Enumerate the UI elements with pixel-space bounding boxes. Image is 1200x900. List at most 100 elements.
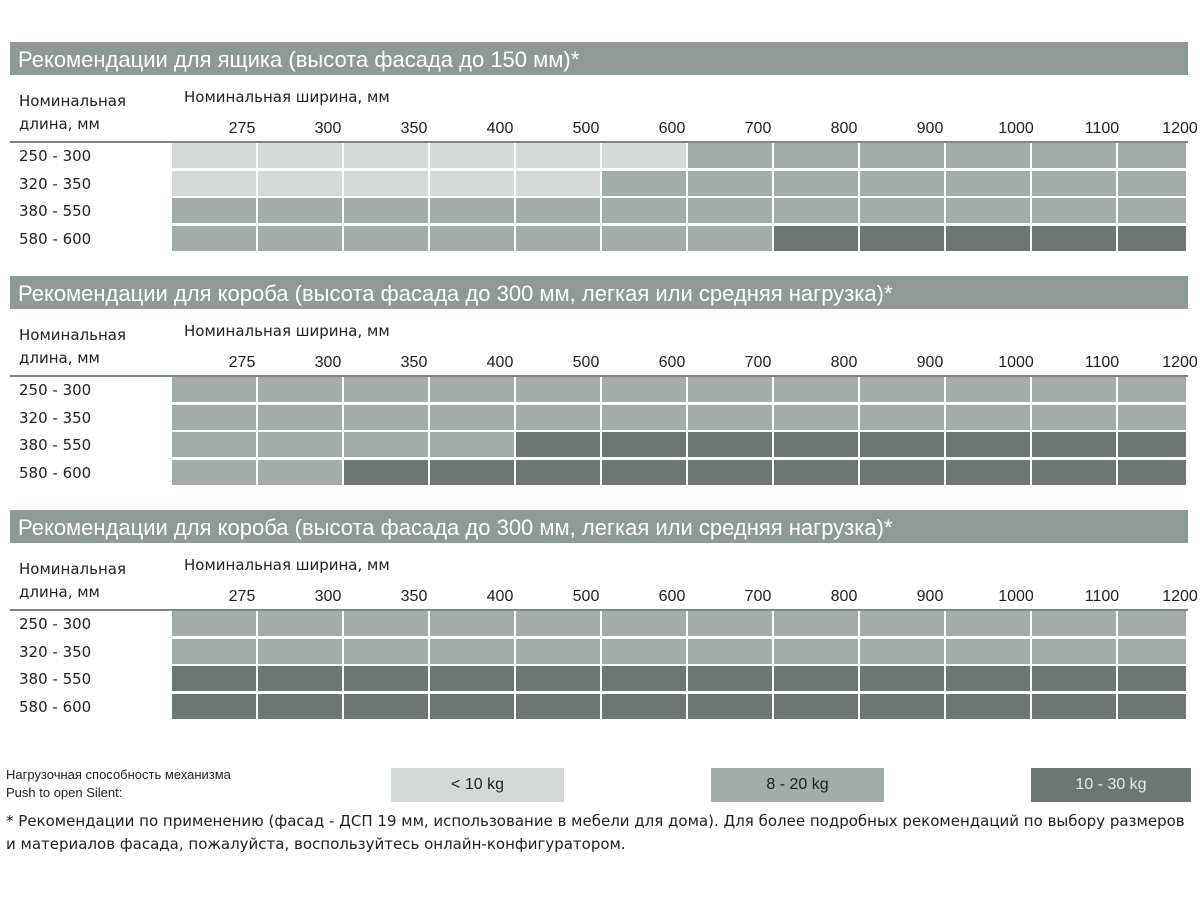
load-cell-medium <box>172 459 256 485</box>
column-label: 1200 <box>1162 354 1198 371</box>
load-cell-medium <box>1118 611 1186 636</box>
load-cell-medium <box>1118 377 1186 402</box>
load-cell-dark <box>1032 666 1116 691</box>
table-row: 580 - 600 <box>10 459 1188 487</box>
load-cell-dark <box>1118 459 1186 485</box>
column-label: 700 <box>744 588 772 605</box>
load-cell-medium <box>172 198 256 223</box>
length-header-line: Номинальная <box>19 326 126 344</box>
length-header: Номинальная длина, мм <box>19 324 169 370</box>
load-cell-light <box>344 143 428 168</box>
load-cell-medium <box>946 404 1030 430</box>
load-cell-dark <box>344 459 428 485</box>
table-header: Номинальная длина, мм Номинальная ширина, … <box>10 309 1198 417</box>
load-cell-medium <box>946 638 1030 664</box>
load-cell-medium <box>774 143 858 168</box>
load-cell-medium <box>860 143 944 168</box>
load-cell-medium <box>774 170 858 196</box>
row-label: 250 - 300 <box>19 615 92 633</box>
load-cell-dark <box>172 693 256 719</box>
load-cell-medium <box>602 611 686 636</box>
column-label: 500 <box>572 588 600 605</box>
load-cell-dark <box>946 225 1030 251</box>
column-label: 1200 <box>1162 120 1198 137</box>
load-cell-medium <box>430 377 514 402</box>
column-label: 700 <box>744 354 772 371</box>
load-cell-dark <box>774 459 858 485</box>
width-header: Номинальная ширина, мм <box>184 556 390 574</box>
load-cell-dark <box>430 666 514 691</box>
row-label: 580 - 600 <box>19 697 92 716</box>
column-label: 1100 <box>1084 588 1120 605</box>
load-cell-dark <box>258 666 342 691</box>
column-label: 600 <box>658 354 686 371</box>
load-cell-dark <box>688 432 772 457</box>
load-cell-dark <box>516 693 600 719</box>
load-cell-medium <box>258 225 342 251</box>
load-cell-dark <box>516 666 600 691</box>
column-label: 350 <box>400 588 428 605</box>
load-cell-medium <box>172 225 256 251</box>
load-cell-medium <box>344 377 428 402</box>
section-title: Рекомендации для короба (высота фасада д… <box>10 510 1188 543</box>
load-cell-medium <box>688 225 772 251</box>
load-cell-medium <box>430 638 514 664</box>
table-row: 580 - 600 <box>10 225 1188 253</box>
load-cell-medium <box>774 611 858 636</box>
load-cell-medium <box>1032 170 1116 196</box>
load-cell-medium <box>1118 143 1186 168</box>
load-cell-medium <box>1118 404 1186 430</box>
load-cell-medium <box>172 638 256 664</box>
load-cell-dark <box>860 666 944 691</box>
row-label: 380 - 550 <box>19 670 92 688</box>
load-cell-medium <box>258 611 342 636</box>
load-cell-dark <box>344 693 428 719</box>
load-cell-medium <box>430 432 514 457</box>
load-cell-dark <box>860 459 944 485</box>
table-row: 250 - 300 <box>10 377 1188 404</box>
column-label: 1000 <box>998 588 1034 605</box>
load-cell-medium <box>1032 611 1116 636</box>
load-cell-medium <box>860 377 944 402</box>
row-label: 320 - 350 <box>19 408 92 427</box>
header-divider <box>10 141 1188 143</box>
load-cell-medium <box>344 225 428 251</box>
recommendation-section: Рекомендации для короба (высота фасада д… <box>10 276 1198 485</box>
column-labels: 275 300 350 400 500 600 700 800 900 1000 1100 1200 <box>176 587 1198 609</box>
load-cell-dark <box>1032 693 1116 719</box>
load-cell-medium <box>516 404 600 430</box>
table-row: 380 - 550 <box>10 432 1188 459</box>
column-label: 350 <box>400 354 428 371</box>
load-cell-dark <box>946 459 1030 485</box>
load-cell-medium <box>774 638 858 664</box>
load-cell-medium <box>258 638 342 664</box>
column-label: 800 <box>830 354 858 371</box>
table-row: 320 - 350 <box>10 404 1188 432</box>
load-cell-dark <box>1118 666 1186 691</box>
column-label: 900 <box>916 354 944 371</box>
row-label: 380 - 550 <box>19 436 92 454</box>
load-cell-medium <box>344 198 428 223</box>
row-label: 320 - 350 <box>19 642 92 661</box>
legend-item-light: < 10 kg <box>391 768 564 802</box>
load-cell-dark <box>602 693 686 719</box>
load-cell-medium <box>1032 404 1116 430</box>
load-cell-dark <box>516 459 600 485</box>
load-cell-medium <box>602 404 686 430</box>
load-cell-light <box>430 143 514 168</box>
load-cell-medium <box>946 611 1030 636</box>
column-label: 500 <box>572 120 600 137</box>
row-label: 250 - 300 <box>19 381 92 399</box>
load-cell-medium <box>688 611 772 636</box>
load-cell-dark <box>344 666 428 691</box>
load-cell-medium <box>516 638 600 664</box>
load-cell-dark <box>774 693 858 719</box>
load-cell-dark <box>688 459 772 485</box>
load-cell-dark <box>602 459 686 485</box>
column-label: 275 <box>228 354 256 371</box>
recommendation-section: Рекомендации для короба (высота фасада д… <box>10 510 1198 719</box>
table-header: Номинальная длина, мм Номинальная ширина, … <box>10 75 1198 183</box>
load-cell-dark <box>430 459 514 485</box>
load-cell-light <box>344 170 428 196</box>
column-label: 1100 <box>1084 354 1120 371</box>
